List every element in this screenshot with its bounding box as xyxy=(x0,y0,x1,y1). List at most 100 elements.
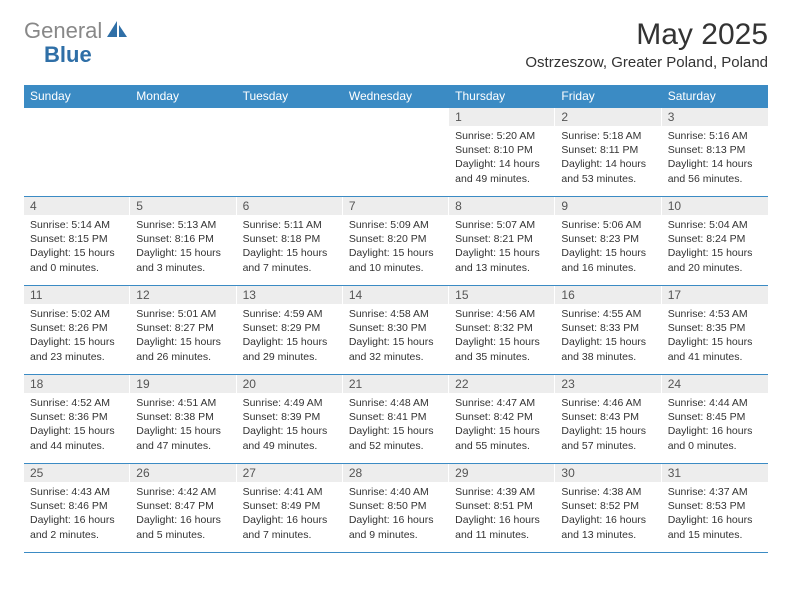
daylight-text: Daylight: 15 hours and 23 minutes. xyxy=(30,335,124,363)
day-details: Sunrise: 4:49 AMSunset: 8:39 PMDaylight:… xyxy=(237,393,343,457)
day-cell: 4Sunrise: 5:14 AMSunset: 8:15 PMDaylight… xyxy=(24,197,130,285)
day-cell: 14Sunrise: 4:58 AMSunset: 8:30 PMDayligh… xyxy=(343,286,449,374)
daylight-text: Daylight: 15 hours and 57 minutes. xyxy=(561,424,655,452)
week-row: 18 Sunrise: 4:52 AMSunset: 8:36 PM Dayligh… xyxy=(24,374,768,463)
sunrise-text: Sunrise: 4:59 AM xyxy=(243,307,337,321)
day-number: 28 xyxy=(343,464,449,482)
week-row: 4Sunrise: 5:14 AMSunset: 8:15 PMDaylight… xyxy=(24,196,768,285)
day-details: Sunrise: 5:20 AMSunset: 8:10 PMDaylight:… xyxy=(449,126,555,190)
sunset-text: Sunset: 8:35 PM xyxy=(668,321,762,335)
day-number: 5 xyxy=(130,197,236,215)
day-number: 1 xyxy=(449,108,555,126)
sunset-text: Sunset: 8:39 PM xyxy=(243,410,337,424)
logo: General Blue xyxy=(24,18,128,44)
day-number: 22 xyxy=(449,375,555,393)
day-cell: 9Sunrise: 5:06 AMSunset: 8:23 PMDaylight… xyxy=(555,197,661,285)
daylight-text: Daylight: 15 hours and 3 minutes. xyxy=(136,246,230,274)
sunrise-text: Sunrise: 5:02 AM xyxy=(30,307,124,321)
calendar: SundayMondayTuesdayWednesdayThursdayFrid… xyxy=(24,85,768,552)
day-cell: . xyxy=(24,108,130,196)
sunrise-text: Sunrise: 4:37 AM xyxy=(668,485,762,499)
daylight-text: Daylight: 15 hours and 41 minutes. xyxy=(668,335,762,363)
sunrise-text: Sunrise: 5:18 AM xyxy=(561,129,655,143)
sunrise-text: Sunrise: 5:06 AM xyxy=(561,218,655,232)
daylight-text: Daylight: 15 hours and 7 minutes. xyxy=(243,246,337,274)
day-cell: 11Sunrise: 5:02 AMSunset: 8:26 PMDayligh… xyxy=(24,286,130,374)
weekday-cell: Sunday xyxy=(24,85,130,107)
day-details: Sunrise: 5:14 AMSunset: 8:15 PMDaylight:… xyxy=(24,215,130,279)
daylight-text: Daylight: 16 hours and 15 minutes. xyxy=(668,513,762,541)
day-number: 26 xyxy=(130,464,236,482)
week-row: 11Sunrise: 5:02 AMSunset: 8:26 PMDayligh… xyxy=(24,285,768,374)
day-details: Sunrise: 4:40 AMSunset: 8:50 PMDaylight:… xyxy=(343,482,449,546)
sunset-text: Sunset: 8:11 PM xyxy=(561,143,655,157)
daylight-text: Daylight: 15 hours and 26 minutes. xyxy=(136,335,230,363)
sunrise-text: Sunrise: 4:44 AM xyxy=(668,396,762,410)
day-number: 7 xyxy=(343,197,449,215)
day-cell: . xyxy=(130,108,236,196)
sunset-text: Sunset: 8:46 PM xyxy=(30,499,124,513)
day-details: Sunrise: 5:18 AMSunset: 8:11 PMDaylight:… xyxy=(555,126,661,190)
day-number: 17 xyxy=(662,286,768,304)
day-cell: 15Sunrise: 4:56 AMSunset: 8:32 PMDayligh… xyxy=(449,286,555,374)
daylight-text: Daylight: 15 hours and 16 minutes. xyxy=(561,246,655,274)
day-number: 8 xyxy=(449,197,555,215)
day-details: Sunrise: 5:09 AMSunset: 8:20 PMDaylight:… xyxy=(343,215,449,279)
day-cell: 6Sunrise: 5:11 AMSunset: 8:18 PMDaylight… xyxy=(237,197,343,285)
sunset-text: Sunset: 8:33 PM xyxy=(561,321,655,335)
day-cell: 2Sunrise: 5:18 AMSunset: 8:11 PMDaylight… xyxy=(555,108,661,196)
day-details: Sunrise: 4:44 AMSunset: 8:45 PMDaylight:… xyxy=(662,393,768,457)
day-cell: 5Sunrise: 5:13 AMSunset: 8:16 PMDaylight… xyxy=(130,197,236,285)
sunset-text: Sunset: 8:36 PM xyxy=(30,410,124,424)
day-cell: 13Sunrise: 4:59 AMSunset: 8:29 PMDayligh… xyxy=(237,286,343,374)
day-cell: . xyxy=(237,108,343,196)
daylight-text: Daylight: 16 hours and 0 minutes. xyxy=(668,424,762,452)
day-number: 29 xyxy=(449,464,555,482)
week-row: ....1Sunrise: 5:20 AMSunset: 8:10 PMDayl… xyxy=(24,107,768,196)
calendar-bottom-border xyxy=(24,552,768,553)
sunrise-text: Sunrise: 4:58 AM xyxy=(349,307,443,321)
week-row: 25Sunrise: 4:43 AMSunset: 8:46 PMDayligh… xyxy=(24,463,768,552)
sunset-text: Sunset: 8:41 PM xyxy=(349,410,443,424)
weekday-header-row: SundayMondayTuesdayWednesdayThursdayFrid… xyxy=(24,85,768,107)
sunset-text: Sunset: 8:20 PM xyxy=(349,232,443,246)
day-cell: 19Sunrise: 4:51 AMSunset: 8:38 PMDayligh… xyxy=(130,375,236,463)
day-number: 20 xyxy=(237,375,343,393)
day-number: 3 xyxy=(662,108,768,126)
day-number: 18 xyxy=(24,375,130,393)
sunrise-text: Sunrise: 4:52 AM xyxy=(30,396,124,410)
sunrise-text: Sunrise: 5:11 AM xyxy=(243,218,337,232)
day-details: Sunrise: 5:13 AMSunset: 8:16 PMDaylight:… xyxy=(130,215,236,279)
sunset-text: Sunset: 8:47 PM xyxy=(136,499,230,513)
day-details: Sunrise: 4:53 AMSunset: 8:35 PMDaylight:… xyxy=(662,304,768,368)
day-details: Sunrise: 4:59 AMSunset: 8:29 PMDaylight:… xyxy=(237,304,343,368)
day-details: Sunrise: 4:43 AMSunset: 8:46 PMDaylight:… xyxy=(24,482,130,546)
daylight-text: Daylight: 15 hours and 0 minutes. xyxy=(30,246,124,274)
daylight-text: Daylight: 15 hours and 29 minutes. xyxy=(243,335,337,363)
sunset-text: Sunset: 8:24 PM xyxy=(668,232,762,246)
sunrise-text: Sunrise: 5:01 AM xyxy=(136,307,230,321)
day-cell: 24Sunrise: 4:44 AMSunset: 8:45 PMDayligh… xyxy=(662,375,768,463)
sunset-text: Sunset: 8:27 PM xyxy=(136,321,230,335)
sunset-text: Sunset: 8:50 PM xyxy=(349,499,443,513)
day-cell: 26Sunrise: 4:42 AMSunset: 8:47 PMDayligh… xyxy=(130,464,236,552)
day-number: 31 xyxy=(662,464,768,482)
sunset-text: Sunset: 8:26 PM xyxy=(30,321,124,335)
day-details: Sunrise: 4:55 AMSunset: 8:33 PMDaylight:… xyxy=(555,304,661,368)
day-number: 21 xyxy=(343,375,449,393)
sunset-text: Sunset: 8:51 PM xyxy=(455,499,549,513)
page-title: May 2025 xyxy=(525,18,768,52)
sunrise-text: Sunrise: 4:55 AM xyxy=(561,307,655,321)
day-number: 6 xyxy=(237,197,343,215)
day-details: Sunrise: 5:02 AMSunset: 8:26 PMDaylight:… xyxy=(24,304,130,368)
sunset-text: Sunset: 8:38 PM xyxy=(136,410,230,424)
day-number: 23 xyxy=(555,375,661,393)
sunset-text: Sunset: 8:13 PM xyxy=(668,143,762,157)
sunset-text: Sunset: 8:30 PM xyxy=(349,321,443,335)
day-cell: 30Sunrise: 4:38 AMSunset: 8:52 PMDayligh… xyxy=(555,464,661,552)
day-number: 10 xyxy=(662,197,768,215)
day-details: Sunrise: 5:06 AMSunset: 8:23 PMDaylight:… xyxy=(555,215,661,279)
day-number: 30 xyxy=(555,464,661,482)
day-details: Sunrise: 5:16 AMSunset: 8:13 PMDaylight:… xyxy=(662,126,768,190)
day-cell: 23Sunrise: 4:46 AMSunset: 8:43 PMDayligh… xyxy=(555,375,661,463)
